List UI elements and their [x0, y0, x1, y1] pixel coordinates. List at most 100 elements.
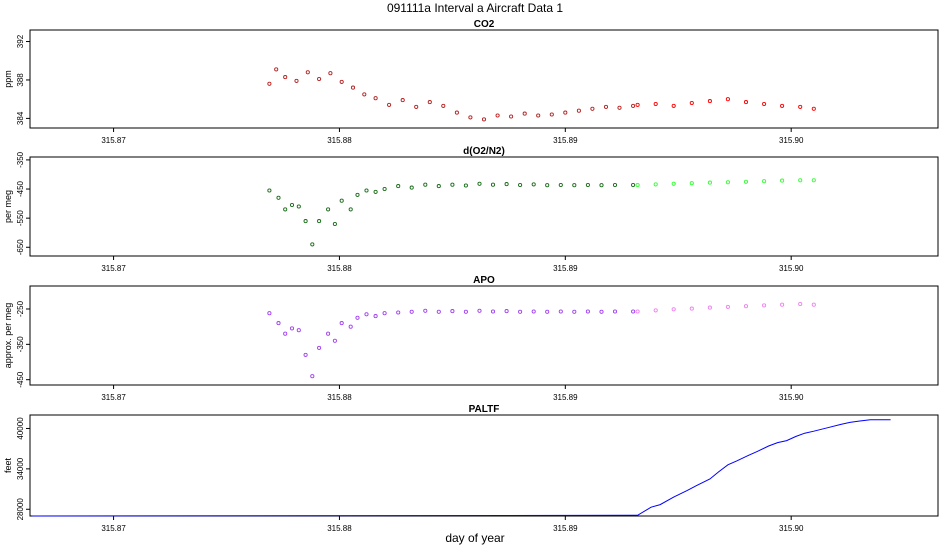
- data-point: [303, 219, 308, 224]
- data-point: [780, 302, 785, 307]
- data-point: [348, 207, 353, 212]
- x-tick-label: 315.88: [327, 393, 352, 402]
- data-point: [326, 207, 331, 212]
- figure-title: 091111a Interval a Aircraft Data 1: [387, 1, 563, 15]
- data-point: [409, 309, 414, 314]
- data-point: [276, 321, 281, 326]
- data-point: [450, 309, 455, 314]
- data-point: [463, 183, 468, 188]
- data-point: [414, 104, 419, 109]
- data-point: [317, 76, 322, 82]
- x-tick-label: 315.90: [779, 393, 804, 402]
- data-point: [373, 189, 378, 194]
- y-tick-label: -550: [16, 210, 25, 227]
- data-point: [396, 184, 401, 189]
- x-tick-label: 315.89: [553, 393, 578, 402]
- data-point: [671, 103, 676, 108]
- data-point: [276, 195, 281, 200]
- data-point: [364, 188, 369, 193]
- data-point: [495, 113, 500, 118]
- y-tick-label: -450: [16, 371, 25, 388]
- data-point: [427, 100, 432, 105]
- x-tick-label: 315.89: [553, 264, 578, 273]
- y-tick-label: 40000: [16, 417, 25, 440]
- data-point: [317, 219, 322, 224]
- data-point: [296, 328, 301, 333]
- data-point: [310, 374, 315, 379]
- data-point: [531, 182, 536, 187]
- data-point: [504, 309, 509, 314]
- data-point: [509, 114, 514, 119]
- data-point: [283, 331, 288, 336]
- data-point: [289, 202, 295, 208]
- y-tick-label: -650: [16, 239, 25, 256]
- data-point: [762, 179, 767, 184]
- y-tick-label: -250: [16, 300, 25, 317]
- x-tick-label: 315.88: [327, 524, 352, 533]
- data-point: [531, 309, 536, 314]
- data-point: [296, 204, 301, 209]
- data-point: [780, 103, 785, 108]
- data-point: [382, 186, 387, 192]
- data-point: [545, 183, 550, 188]
- data-point: [441, 103, 446, 108]
- data-point: [612, 309, 618, 314]
- data-point: [811, 106, 816, 111]
- data-point: [725, 180, 730, 185]
- y-tick-label: 384: [16, 111, 25, 125]
- data-point: [725, 97, 730, 102]
- data-point: [332, 221, 337, 227]
- x-tick-label: 315.89: [553, 136, 578, 145]
- data-point: [689, 181, 694, 186]
- data-point: [274, 67, 279, 72]
- data-point: [436, 309, 441, 314]
- data-point: [518, 182, 523, 188]
- data-point: [522, 111, 527, 116]
- data-point: [536, 113, 541, 118]
- data-point: [409, 185, 414, 190]
- panel-title: CO2: [474, 19, 495, 30]
- data-point: [396, 310, 401, 315]
- data-point: [339, 321, 344, 326]
- data-point: [762, 101, 767, 107]
- data-point: [463, 309, 468, 314]
- data-point: [373, 314, 378, 319]
- plot-frame: [29, 156, 939, 257]
- panel-3: APO approx. per meg 315.87 315.88 315.89 315.…: [3, 275, 939, 402]
- data-point: [355, 315, 360, 320]
- y-tick-label: -350: [16, 336, 25, 353]
- x-tick-label: 315.87: [101, 524, 126, 533]
- data-point: [572, 309, 577, 314]
- y-tick-label: -350: [16, 151, 25, 168]
- data-point: [339, 198, 344, 203]
- x-tick-label: 315.88: [327, 264, 352, 273]
- x-tick-label: 315.87: [101, 264, 126, 273]
- data-point: [558, 309, 563, 314]
- data-point: [267, 81, 272, 86]
- data-point: [364, 312, 369, 317]
- data-point: [289, 326, 295, 331]
- y-tick-label: 28000: [16, 498, 25, 521]
- panel-title: PALTF: [469, 404, 500, 415]
- data-point: [504, 182, 509, 187]
- data-point: [811, 302, 816, 307]
- data-point: [436, 184, 441, 189]
- data-point: [267, 188, 272, 193]
- y-tick-label: 34000: [16, 457, 25, 480]
- data-point: [326, 331, 331, 336]
- y-axis-label: per meg: [3, 190, 13, 223]
- data-point: [671, 307, 676, 312]
- panel-1: CO2 ppm 315.87 315.88 315.89 315.90 384 388 392: [3, 19, 939, 145]
- data-point: [635, 182, 640, 188]
- data-point: [798, 104, 803, 109]
- data-point: [454, 110, 459, 115]
- data-point: [631, 309, 636, 314]
- data-point: [653, 182, 658, 187]
- data-point: [468, 115, 473, 120]
- plot-frame: [29, 414, 939, 517]
- data-point: [303, 352, 308, 357]
- panel-title: d(O2/N2): [463, 146, 505, 157]
- data-point: [382, 311, 387, 316]
- data-point: [450, 182, 455, 187]
